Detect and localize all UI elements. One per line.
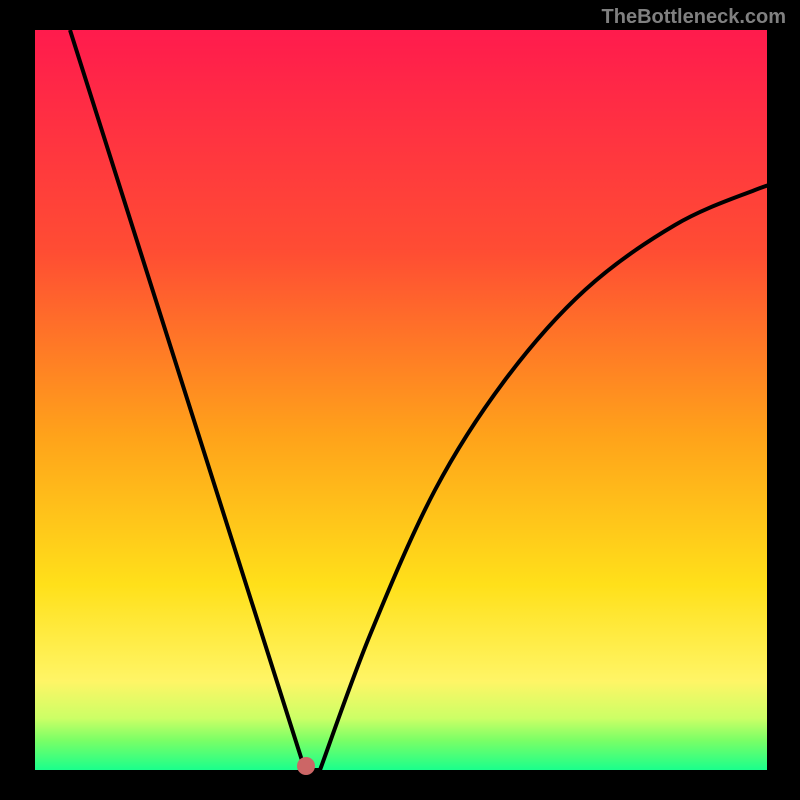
plot-area (35, 30, 767, 770)
watermark-text: TheBottleneck.com (602, 6, 786, 29)
min-marker (297, 757, 315, 775)
curve-svg (35, 30, 767, 770)
bottleneck-curve (70, 30, 767, 770)
